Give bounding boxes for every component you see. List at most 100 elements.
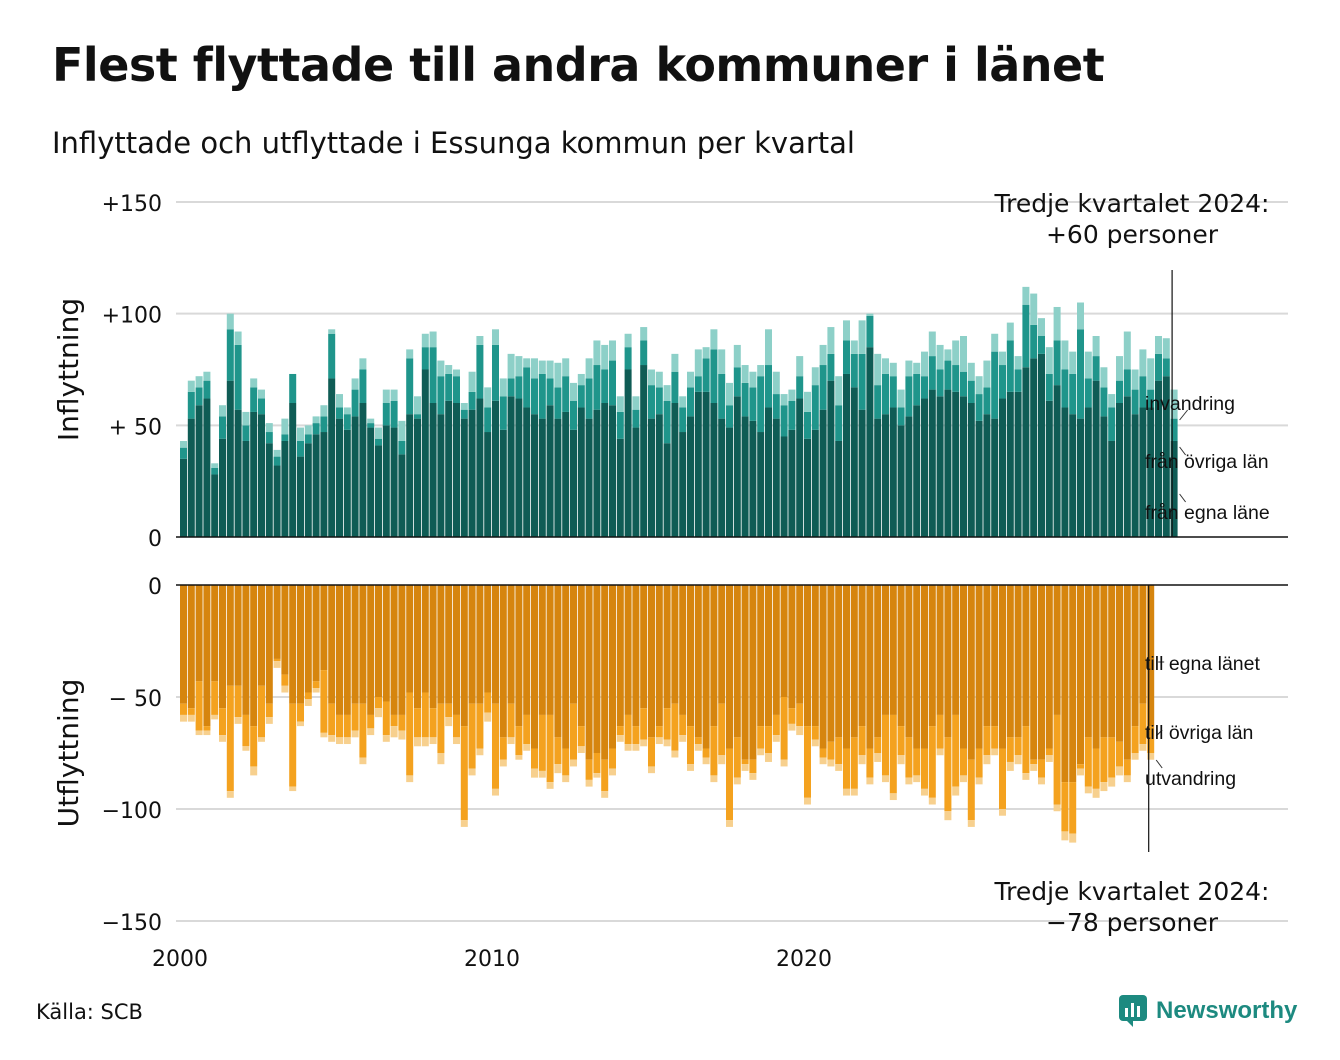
bar-segment-in-2 [928, 356, 936, 390]
bar-segment-in-1 [273, 465, 281, 537]
bar-segment-out-3 [835, 764, 843, 771]
bar-segment-out-3 [913, 775, 921, 783]
bar-segment-in-2 [538, 373, 546, 419]
bar-segment-in-2 [1170, 418, 1178, 441]
bar-segment-out-3 [320, 732, 328, 738]
bar-segment-in-1 [445, 400, 453, 537]
bar-segment-out-2 [866, 748, 874, 778]
series-end-label: från övriga län [1145, 451, 1269, 473]
bar-segment-in-2 [960, 371, 967, 397]
bar-segment-out-1 [492, 585, 499, 704]
bar-segment-in-3 [624, 333, 632, 348]
bar-segment-out-2 [1006, 737, 1014, 762]
bar-segment-in-1 [928, 389, 936, 537]
series-label-leader [1179, 493, 1186, 503]
bar-segment-out-3 [304, 699, 312, 706]
bar-segment-in-1 [601, 403, 609, 537]
bar-segment-in-1 [538, 418, 546, 537]
bar-segment-in-3 [796, 356, 804, 377]
bar-segment-out-2 [835, 737, 843, 765]
bar-segment-out-1 [679, 585, 687, 715]
bar-segment-out-1 [827, 585, 835, 742]
bar-segment-in-1 [585, 418, 593, 537]
bar-segment-out-1 [671, 585, 679, 704]
bar-segment-out-3 [250, 766, 258, 776]
bar-segment-out-1 [453, 585, 460, 715]
bar-segment-out-2 [507, 703, 515, 738]
bar-segment-out-3 [757, 748, 765, 756]
bar-segment-out-1 [554, 585, 562, 738]
bar-segment-out-1 [960, 585, 967, 749]
bar-segment-out-3 [726, 820, 733, 827]
bar-segment-out-2 [1108, 737, 1116, 778]
bar-segment-out-1 [328, 585, 336, 704]
bar-segment-out-3 [593, 773, 601, 778]
bar-segment-out-2 [203, 726, 211, 731]
brand-logo[interactable]: Newsworthy [1118, 994, 1297, 1028]
bar-segment-in-2 [1139, 376, 1147, 408]
bar-segment-in-3 [1162, 338, 1170, 359]
bar-segment-out-1 [304, 585, 312, 693]
bar-segment-in-2 [679, 407, 687, 433]
bar-segment-out-2 [702, 748, 710, 758]
bar-segment-in-1 [648, 418, 655, 537]
bars [180, 286, 1178, 843]
bar-segment-in-3 [889, 362, 897, 377]
bar-segment-in-3 [515, 356, 523, 377]
bar-segment-out-2 [546, 714, 554, 783]
bar-segment-in-3 [336, 394, 343, 408]
bar-segment-in-1 [952, 391, 960, 537]
bar-segment-out-3 [655, 737, 663, 745]
bar-segment-in-3 [788, 389, 796, 401]
bar-segment-in-1 [320, 432, 328, 537]
bar-segment-in-2 [437, 376, 445, 415]
bar-segment-in-2 [858, 353, 866, 410]
bar-segment-in-1 [492, 400, 499, 537]
bar-segment-in-2 [593, 365, 601, 410]
bar-segment-in-2 [827, 353, 835, 381]
bar-segment-in-3 [351, 378, 359, 390]
bar-segment-in-3 [258, 389, 265, 399]
bar-segment-out-2 [367, 714, 375, 729]
bar-segment-in-1 [866, 347, 874, 537]
bar-segment-in-2 [936, 369, 944, 397]
bar-segment-out-1 [757, 585, 765, 727]
y-axis-title: Utflyttning [52, 679, 85, 828]
bar-segment-out-1 [531, 585, 538, 749]
bar-segment-out-1 [445, 585, 453, 704]
bar-segment-out-3 [858, 755, 866, 765]
bar-segment-out-1 [258, 585, 265, 686]
bar-segment-in-1 [694, 391, 702, 537]
bar-segment-out-2 [492, 703, 499, 789]
bar-segment-out-1 [616, 585, 624, 727]
bar-segment-in-3 [726, 382, 733, 406]
bar-segment-in-3 [250, 378, 258, 388]
bar-segment-out-2 [905, 737, 913, 778]
bar-segment-out-3 [616, 735, 624, 742]
bar-segment-in-3 [304, 425, 312, 435]
bar-segment-out-3 [671, 750, 679, 758]
bar-segment-in-3 [546, 360, 554, 379]
bar-segment-out-2 [1053, 714, 1061, 805]
bar-segment-out-1 [468, 585, 476, 704]
bar-segment-in-2 [757, 376, 765, 433]
bar-segment-out-2 [679, 714, 687, 736]
bar-segment-out-2 [718, 703, 726, 756]
bar-segment-out-2 [195, 681, 203, 731]
bar-segment-out-3 [679, 735, 687, 742]
bar-segment-out-2 [843, 748, 850, 789]
bar-segment-out-3 [421, 737, 429, 747]
bar-segment-in-1 [819, 409, 827, 537]
bar-segment-out-2 [258, 685, 265, 738]
bar-segment-in-1 [850, 387, 858, 537]
bar-segment-in-2 [983, 387, 991, 415]
bar-segment-out-3 [375, 708, 382, 718]
bar-segment-in-2 [414, 414, 421, 419]
bar-segment-in-1 [921, 398, 928, 537]
bar-segment-in-2 [741, 382, 749, 417]
bar-segment-out-3 [749, 773, 757, 780]
bar-segment-out-3 [874, 753, 882, 762]
bar-segment-in-1 [609, 405, 616, 537]
bar-segment-in-1 [967, 403, 975, 537]
bar-segment-in-2 [765, 365, 772, 408]
